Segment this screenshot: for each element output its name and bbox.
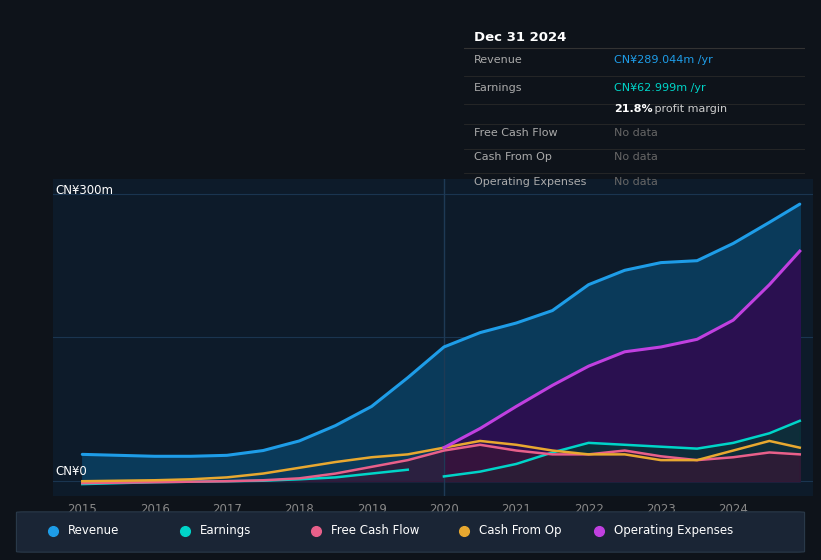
Text: No data: No data [614,176,658,186]
Text: profit margin: profit margin [651,104,727,114]
Text: Cash From Op: Cash From Op [479,524,561,538]
Text: Earnings: Earnings [200,524,251,538]
Text: No data: No data [614,152,658,162]
Text: CN¥300m: CN¥300m [55,184,112,197]
Text: Operating Expenses: Operating Expenses [474,176,586,186]
Text: CN¥0: CN¥0 [55,465,87,478]
Text: No data: No data [614,128,658,138]
Text: Earnings: Earnings [474,83,523,93]
Text: Dec 31 2024: Dec 31 2024 [474,31,566,44]
Text: Revenue: Revenue [474,55,523,65]
Text: Free Cash Flow: Free Cash Flow [474,128,557,138]
Text: 21.8%: 21.8% [614,104,653,114]
Text: Cash From Op: Cash From Op [474,152,552,162]
Text: Free Cash Flow: Free Cash Flow [331,524,420,538]
Text: Revenue: Revenue [68,524,120,538]
Text: Operating Expenses: Operating Expenses [614,524,733,538]
FancyBboxPatch shape [16,512,805,552]
Text: CN¥289.044m /yr: CN¥289.044m /yr [614,55,713,65]
Text: CN¥62.999m /yr: CN¥62.999m /yr [614,83,705,93]
